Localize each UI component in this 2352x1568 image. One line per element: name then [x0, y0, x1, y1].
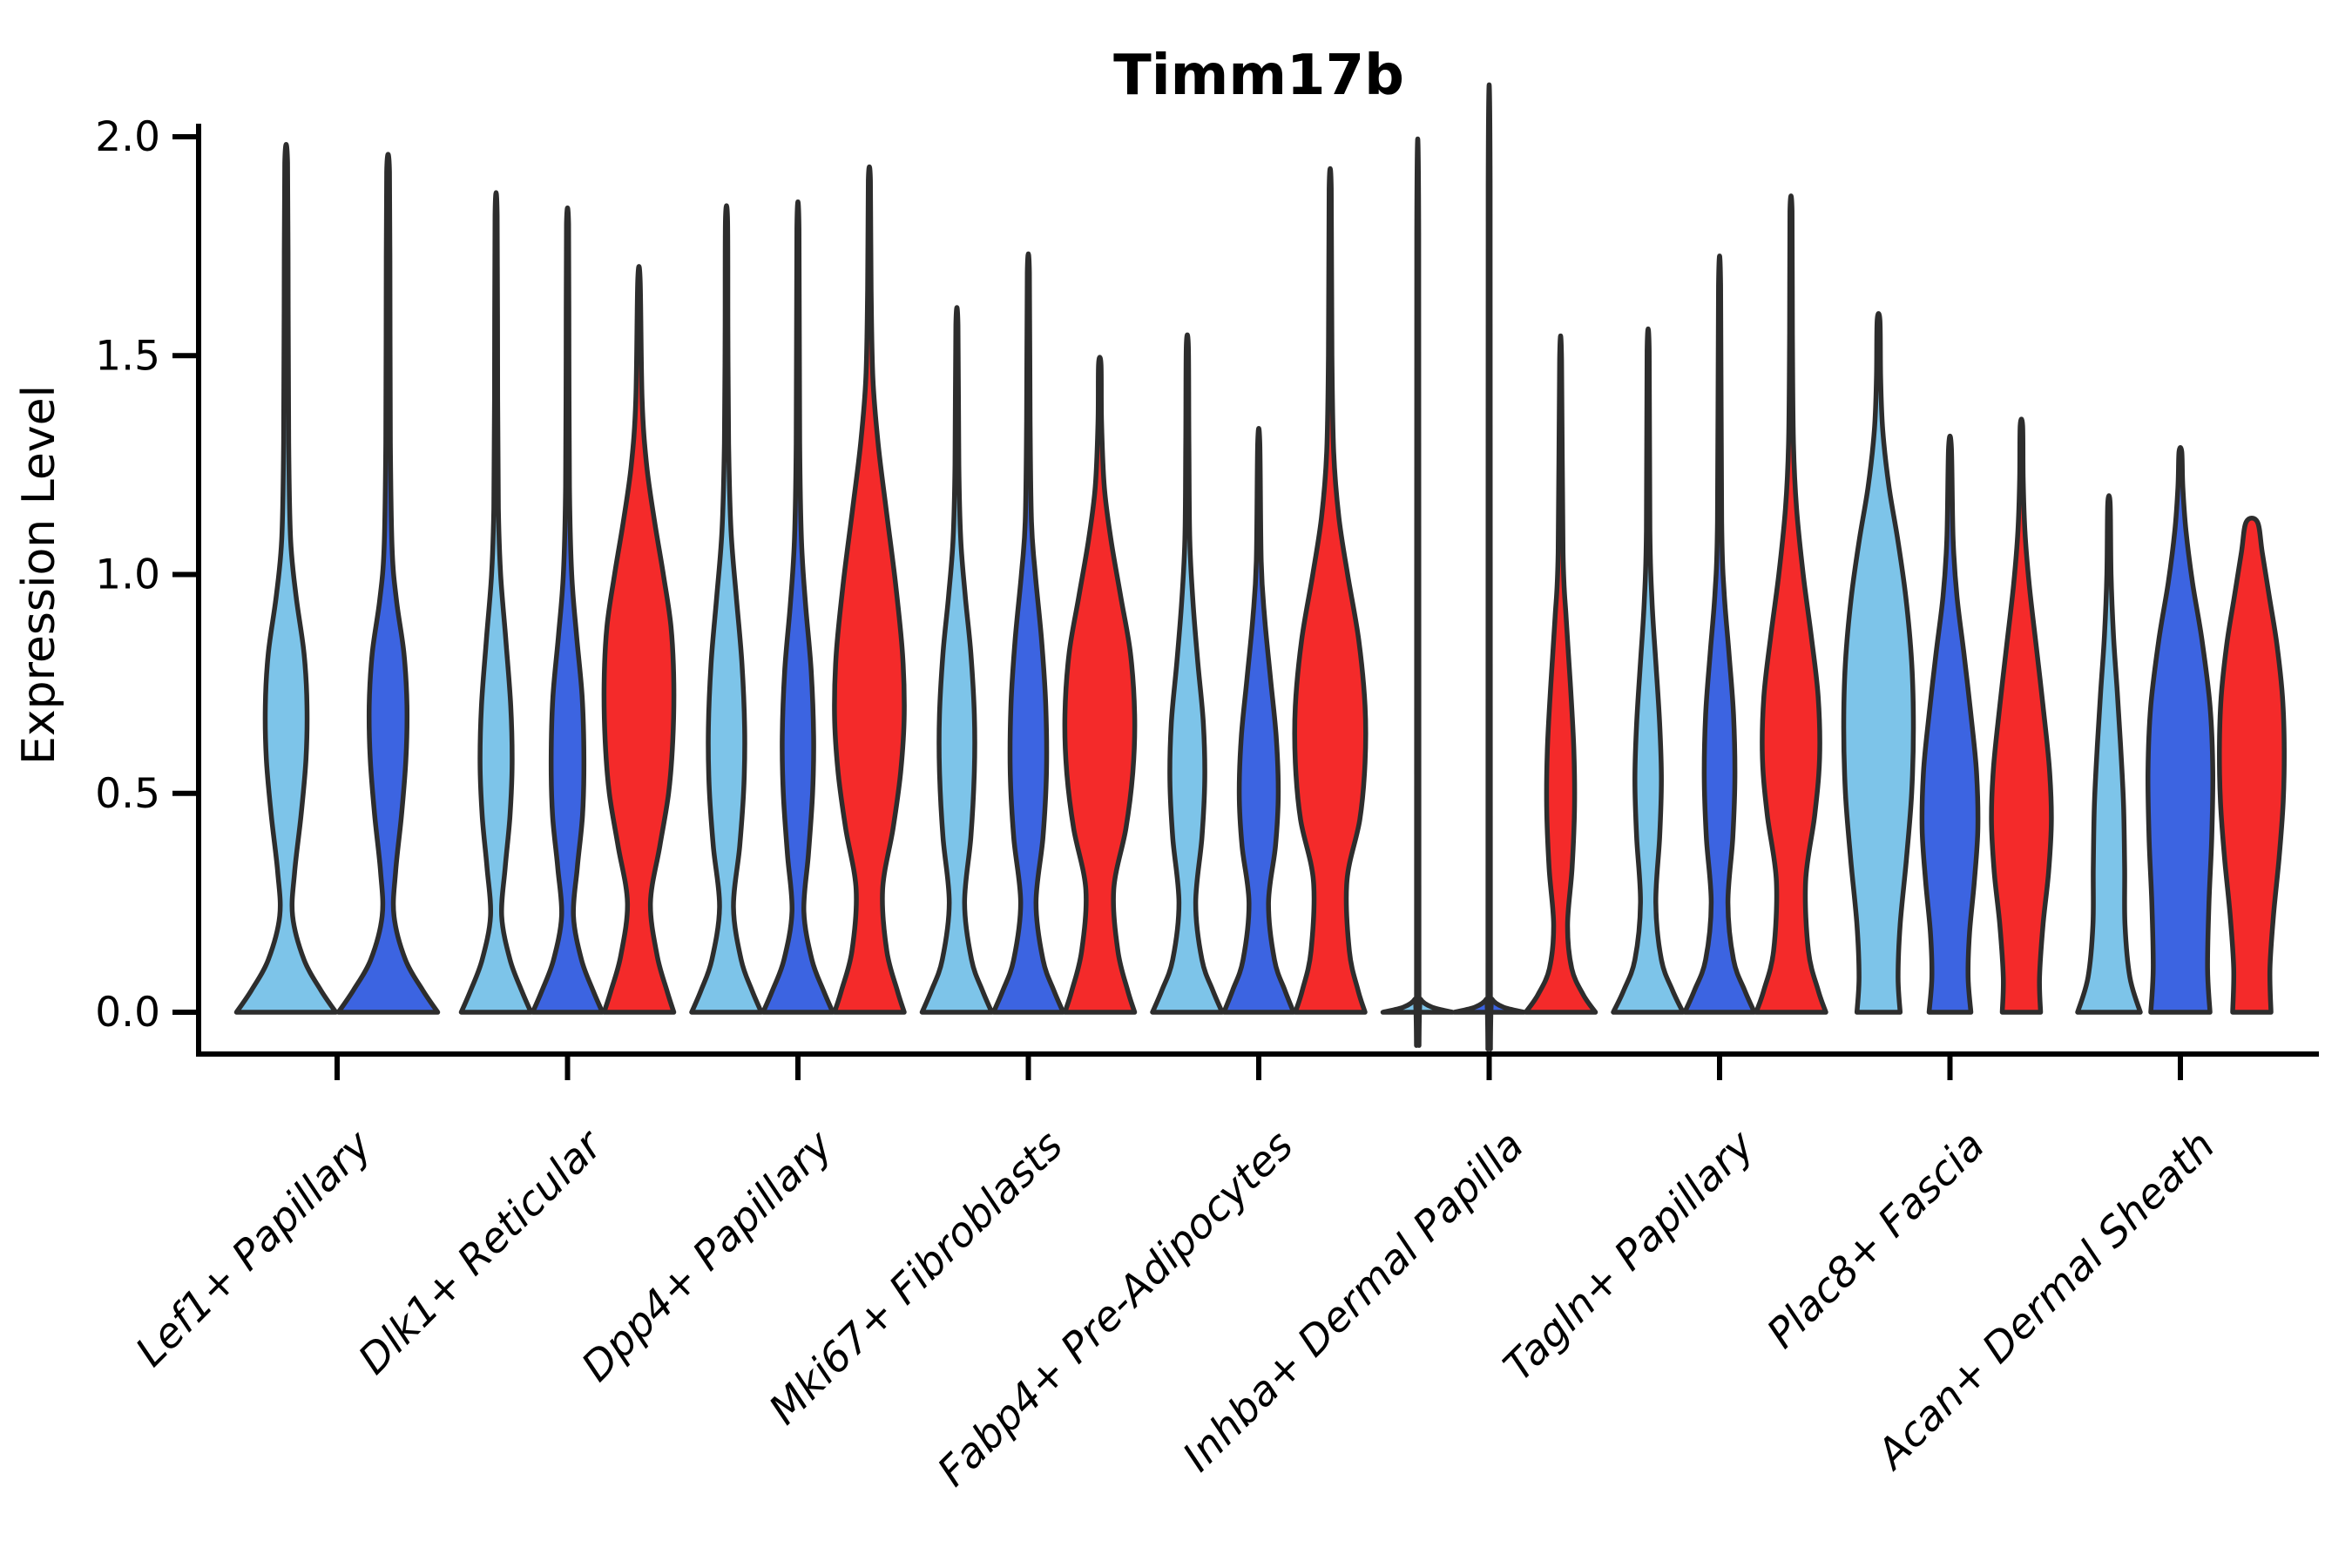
violin-dark_blue: [1682, 253, 1757, 1015]
violin-red: [1523, 334, 1598, 1015]
violin-red: [1292, 166, 1369, 1015]
x-tick-label: Dlk1+ Reticular: [349, 1120, 613, 1384]
violin-dark_blue: [760, 199, 835, 1015]
x-tick-label: Lef1+ Papillary: [126, 1121, 382, 1376]
violin-light_blue: [689, 203, 764, 1015]
violin-light_blue: [233, 142, 339, 1015]
axes: [172, 124, 2319, 1080]
y-tick-label: 1.5: [95, 332, 160, 380]
violin-red: [2217, 516, 2287, 1015]
x-tick-label: Tagln+ Papillary: [1495, 1121, 1765, 1391]
violin-red: [832, 164, 907, 1015]
violin-light_blue: [1611, 327, 1686, 1015]
violin-dark_blue: [335, 152, 441, 1015]
y-axis-label: Expression Level: [13, 385, 65, 765]
violin-light_blue: [2075, 493, 2143, 1015]
chart-title: Timm17b: [1113, 44, 1404, 108]
y-tick-label: 2.0: [95, 113, 160, 161]
y-tick-label: 0.0: [95, 989, 160, 1037]
violin-light_blue: [1150, 332, 1225, 1015]
violin-dark_blue: [1919, 433, 1981, 1015]
y-tick-label: 0.5: [95, 770, 160, 818]
violin-light_blue: [1841, 311, 1916, 1015]
violins-layer: [233, 82, 2287, 1051]
violin-dark_blue: [990, 251, 1066, 1015]
violin-dark_blue: [1221, 426, 1296, 1015]
violin-light_blue: [919, 305, 995, 1015]
violin-red: [1989, 416, 2054, 1015]
violin-dark_blue: [2145, 445, 2216, 1015]
x-tick-label: Dpp4+ Papillary: [572, 1121, 842, 1391]
violin-red: [1062, 355, 1138, 1015]
violin-dark_blue: [1451, 82, 1527, 1051]
x-tick-label: Plac8+ Fascia: [1758, 1122, 1994, 1358]
violin-red: [601, 264, 677, 1015]
violin-light_blue: [458, 190, 534, 1015]
violin-dark_blue: [530, 205, 605, 1015]
y-tick-label: 1.0: [95, 551, 160, 599]
y-tick-labels: 0.0 0.5 1.0 1.5 2.0: [95, 113, 160, 1037]
violin-light_blue: [1380, 136, 1456, 1048]
violin-red: [1754, 193, 1828, 1015]
